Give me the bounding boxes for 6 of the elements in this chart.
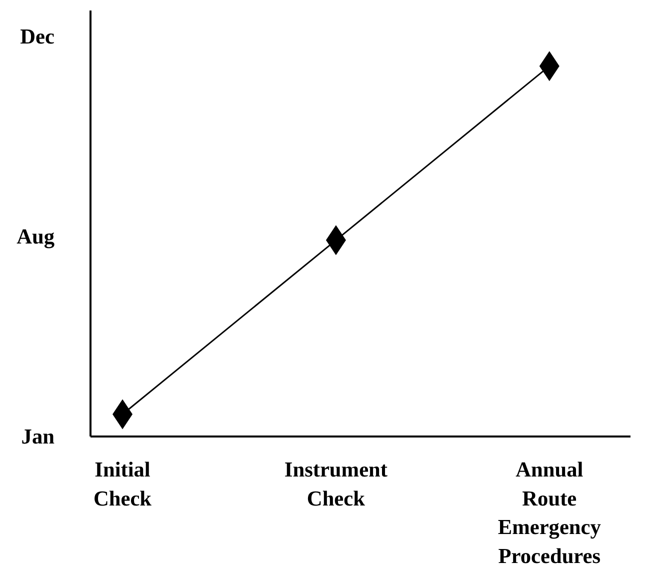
text: Aug: [16, 224, 55, 248]
x-tick-label: Initial Check: [93, 458, 152, 510]
text: Dec: [20, 24, 55, 48]
x-tick-label: Instrument Check: [284, 458, 388, 510]
text: Jan: [21, 424, 55, 448]
x-tick-label: Annual Route Emergency Procedures: [498, 458, 602, 568]
